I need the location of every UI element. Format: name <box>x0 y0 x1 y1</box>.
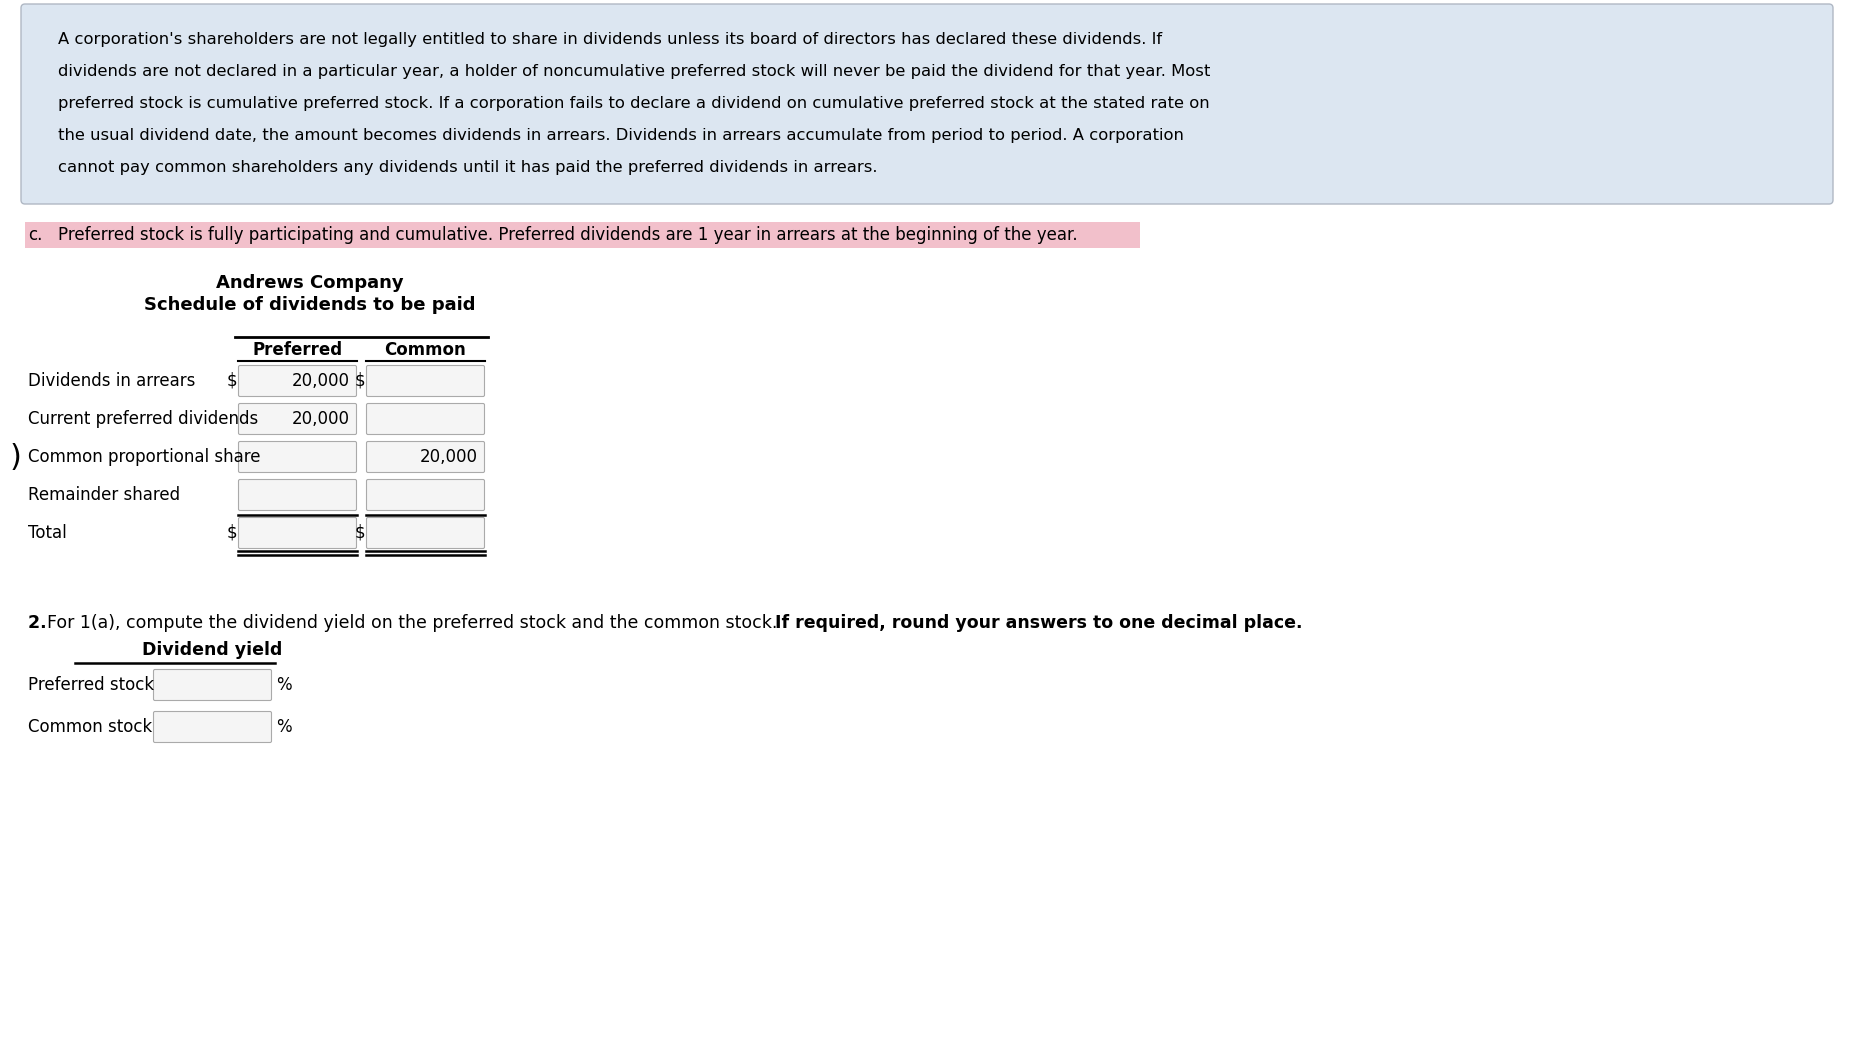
FancyBboxPatch shape <box>239 480 356 511</box>
Text: 20,000: 20,000 <box>291 410 350 428</box>
Text: Preferred: Preferred <box>252 341 343 359</box>
Text: %: % <box>276 718 291 736</box>
Text: Preferred stock: Preferred stock <box>28 676 154 693</box>
Text: Schedule of dividends to be paid: Schedule of dividends to be paid <box>145 296 476 314</box>
Text: the usual dividend date, the amount becomes dividends in arrears. Dividends in a: the usual dividend date, the amount beco… <box>57 129 1185 143</box>
FancyBboxPatch shape <box>239 517 356 548</box>
FancyBboxPatch shape <box>367 365 484 396</box>
Text: $: $ <box>354 524 365 542</box>
Bar <box>24 222 1140 249</box>
Text: If required, round your answers to one decimal place.: If required, round your answers to one d… <box>775 614 1303 632</box>
Text: %: % <box>276 676 291 693</box>
FancyBboxPatch shape <box>20 4 1834 204</box>
Text: 20,000: 20,000 <box>291 372 350 390</box>
Text: c.: c. <box>28 226 43 244</box>
Text: ): ) <box>9 443 22 472</box>
Text: Current preferred dividends: Current preferred dividends <box>28 410 258 428</box>
Text: dividends are not declared in a particular year, a holder of noncumulative prefe: dividends are not declared in a particul… <box>57 64 1211 79</box>
Text: Andrews Company: Andrews Company <box>217 274 404 292</box>
FancyBboxPatch shape <box>367 404 484 434</box>
Text: Dividend yield: Dividend yield <box>143 641 282 660</box>
Text: Common proportional share: Common proportional share <box>28 448 261 466</box>
Text: 20,000: 20,000 <box>421 448 478 466</box>
Text: Remainder shared: Remainder shared <box>28 486 180 504</box>
FancyBboxPatch shape <box>367 517 484 548</box>
Text: cannot pay common shareholders any dividends until it has paid the preferred div: cannot pay common shareholders any divid… <box>57 160 877 175</box>
Text: Total: Total <box>28 524 67 542</box>
FancyBboxPatch shape <box>154 669 271 701</box>
Text: For 1(a), compute the dividend yield on the preferred stock and the common stock: For 1(a), compute the dividend yield on … <box>46 614 782 632</box>
Text: preferred stock is cumulative preferred stock. If a corporation fails to declare: preferred stock is cumulative preferred … <box>57 96 1209 112</box>
FancyBboxPatch shape <box>367 442 484 473</box>
FancyBboxPatch shape <box>239 442 356 473</box>
Text: 2.: 2. <box>28 614 52 632</box>
Text: A corporation's shareholders are not legally entitled to share in dividends unle: A corporation's shareholders are not leg… <box>57 32 1162 47</box>
Text: Common stock: Common stock <box>28 718 152 736</box>
Text: Preferred stock is fully participating and cumulative. Preferred dividends are 1: Preferred stock is fully participating a… <box>57 226 1077 244</box>
Text: $: $ <box>226 524 237 542</box>
FancyBboxPatch shape <box>154 712 271 742</box>
FancyBboxPatch shape <box>239 404 356 434</box>
Text: $: $ <box>354 372 365 390</box>
FancyBboxPatch shape <box>367 480 484 511</box>
Text: Common: Common <box>384 341 467 359</box>
Text: Dividends in arrears: Dividends in arrears <box>28 372 195 390</box>
FancyBboxPatch shape <box>239 365 356 396</box>
Text: $: $ <box>226 372 237 390</box>
